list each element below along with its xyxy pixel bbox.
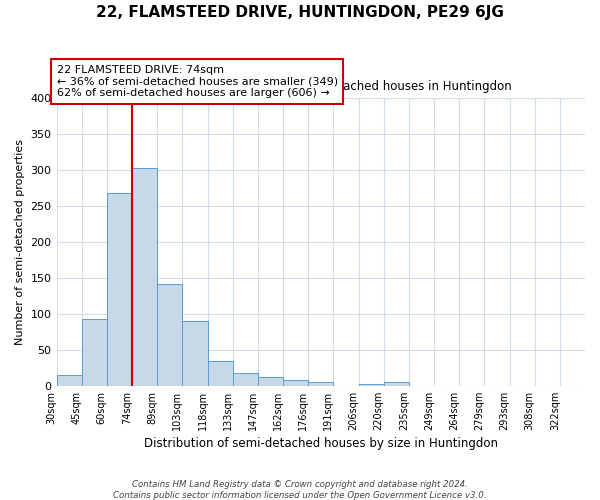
X-axis label: Distribution of semi-detached houses by size in Huntingdon: Distribution of semi-detached houses by … [144,437,498,450]
Bar [308,382,334,386]
Bar [132,168,157,386]
Bar [258,377,283,386]
Text: 22, FLAMSTEED DRIVE, HUNTINGDON, PE29 6JG: 22, FLAMSTEED DRIVE, HUNTINGDON, PE29 6J… [96,5,504,20]
Bar [233,373,258,386]
Bar [208,360,233,386]
Bar [182,321,208,386]
Title: Size of property relative to semi-detached houses in Huntingdon: Size of property relative to semi-detach… [130,80,512,93]
Bar [157,284,182,386]
Text: 22 FLAMSTEED DRIVE: 74sqm
← 36% of semi-detached houses are smaller (349)
62% of: 22 FLAMSTEED DRIVE: 74sqm ← 36% of semi-… [56,65,338,98]
Bar [283,380,308,386]
Text: Contains HM Land Registry data © Crown copyright and database right 2024.
Contai: Contains HM Land Registry data © Crown c… [113,480,487,500]
Bar [56,375,82,386]
Y-axis label: Number of semi-detached properties: Number of semi-detached properties [15,139,25,345]
Bar [383,382,409,386]
Bar [82,319,107,386]
Bar [359,384,383,386]
Bar [107,193,132,386]
